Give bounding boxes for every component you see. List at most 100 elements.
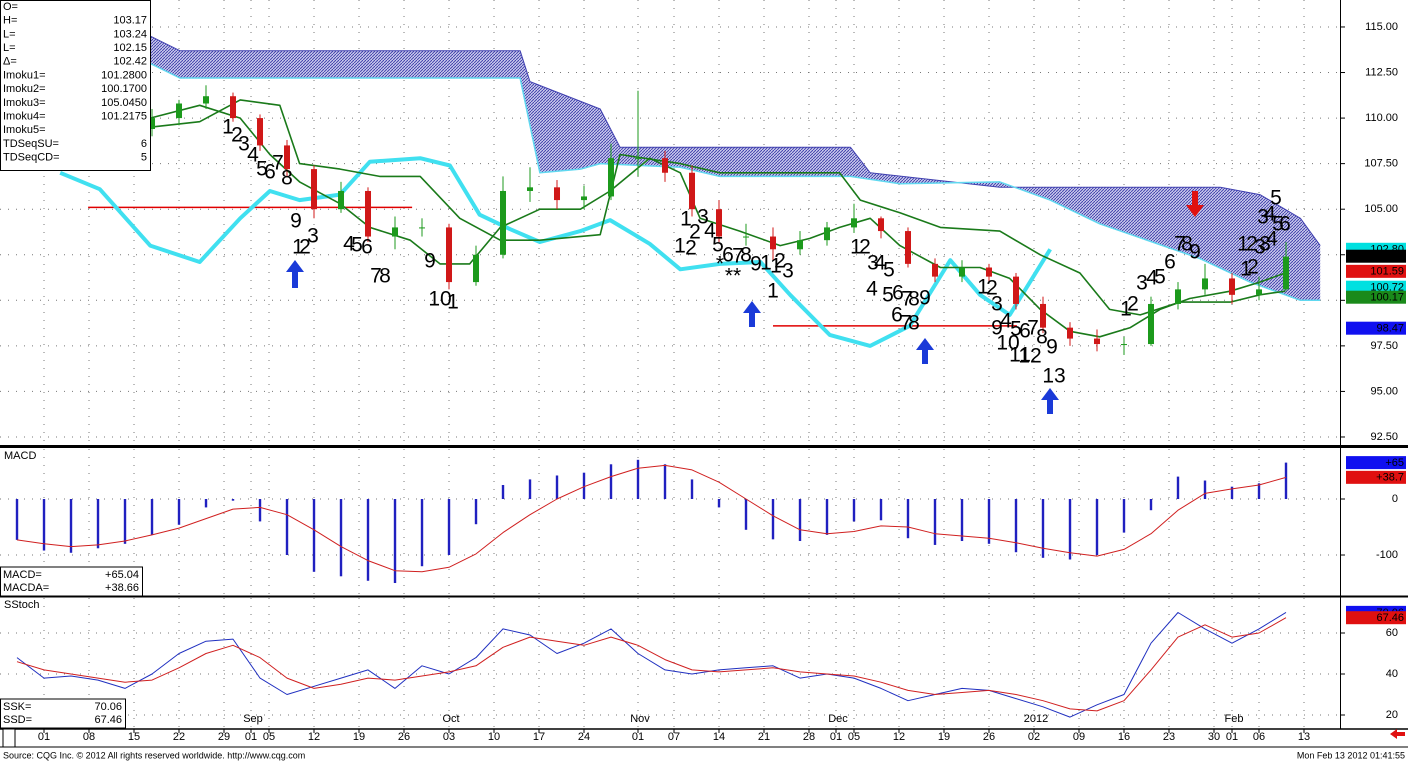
scroll-handle[interactable]	[2, 728, 16, 748]
td-count-label: 1	[770, 255, 782, 278]
x-tick-label: 26	[983, 731, 995, 743]
macd-bar	[231, 499, 235, 501]
month-label: Oct	[442, 713, 459, 725]
td-count-label: 6	[892, 282, 904, 305]
macd-bar	[1122, 499, 1126, 533]
macd-bar	[744, 499, 748, 530]
candle-body	[1067, 327, 1074, 339]
candle-body	[1256, 289, 1263, 295]
td-count-label: 6	[1019, 320, 1031, 343]
nav-arrow[interactable]	[1390, 729, 1405, 739]
x-tick-label: 12	[893, 731, 905, 743]
info-label: L=	[3, 42, 16, 54]
last-value-box	[1346, 280, 1406, 294]
macd-bar	[123, 499, 127, 544]
x-tick-label: 16	[1118, 731, 1130, 743]
candle-body	[1094, 338, 1101, 345]
td-count-label: 6	[1279, 213, 1291, 236]
last-value-label: 101.59	[1370, 266, 1404, 278]
y-tick-label: 107.50	[1364, 158, 1398, 170]
macd-bar	[1203, 480, 1207, 500]
td-count-label: 9	[919, 287, 931, 310]
last-value-box	[1346, 470, 1406, 484]
td-count-label: 5	[882, 284, 894, 307]
macd-bar	[96, 499, 100, 549]
indicator-line	[59, 156, 1052, 348]
y-tick-label: 115.00	[1365, 21, 1398, 33]
candle-body	[635, 158, 642, 160]
info-value: 100.1700	[101, 83, 147, 95]
td-count-label: 9	[1189, 241, 1201, 264]
legend-label: SSD=	[3, 714, 32, 726]
td-count-label: 1	[850, 236, 862, 259]
x-tick-label: 01	[830, 731, 842, 743]
info-value: 103.24	[113, 28, 147, 40]
candle-body	[257, 118, 264, 146]
td-count-label: 1	[977, 276, 989, 299]
x-tick-label: 07	[668, 731, 680, 743]
x-tick-label: 22	[173, 731, 185, 743]
macd-bar	[150, 499, 154, 535]
macd-bar	[636, 459, 640, 500]
candle-body	[878, 218, 885, 232]
macd-bar	[879, 499, 883, 521]
info-label: L=	[3, 28, 16, 40]
macd-bar	[933, 499, 937, 545]
macd-bar	[1149, 499, 1153, 511]
candle-body	[716, 209, 723, 237]
macd-bar	[1284, 462, 1288, 500]
td-count-label: 6	[722, 244, 734, 267]
candle-body	[338, 190, 345, 210]
info-value: 102.42	[113, 56, 147, 68]
y-tick-label: 97.50	[1370, 340, 1398, 352]
macd-bar	[1176, 476, 1180, 500]
y-tick-label: 110.00	[1365, 112, 1398, 124]
y-tick-label: 0	[1392, 493, 1398, 505]
macd-bar	[204, 499, 208, 508]
month-label: 2012	[1024, 713, 1048, 725]
info-label: Imoku3=	[3, 97, 46, 109]
info-label: H=	[3, 15, 17, 27]
info-value: 103.17	[113, 15, 147, 27]
x-tick-label: 17	[533, 731, 545, 743]
td-count-label: 6	[1164, 251, 1176, 274]
td-count-label: 2	[231, 124, 243, 147]
last-value-label: 98.47	[1376, 323, 1404, 335]
macd-bar	[771, 499, 775, 540]
td-count-label: 5	[1154, 266, 1166, 289]
info-label: Imoku2=	[3, 83, 46, 95]
td-count-label: 5	[712, 234, 724, 257]
x-tick-label: 24	[578, 731, 590, 743]
macd-bar	[717, 499, 721, 508]
info-value: 101.2175	[101, 111, 147, 123]
td-count-label: 8	[1181, 233, 1193, 256]
td-count-label: 1	[1237, 233, 1249, 256]
candle-body	[392, 227, 399, 237]
td-count-label: 4	[866, 278, 878, 301]
td-count-label: 6	[361, 236, 373, 259]
td-count-label: 1	[1240, 258, 1252, 281]
x-tick-label: 28	[803, 731, 815, 743]
x-tick-label: 02	[1028, 731, 1040, 743]
info-label: Δ=	[3, 56, 17, 68]
td-count-label: 10	[996, 332, 1019, 355]
td-count-label: 4	[1146, 267, 1158, 290]
td-count-label: 7	[370, 265, 382, 288]
last-value-box	[1346, 321, 1406, 335]
candle-body	[176, 103, 183, 119]
candle-body	[932, 263, 939, 277]
macd-bar	[690, 479, 694, 500]
legend-value: +38.66	[105, 582, 139, 594]
x-tick-label: 26	[398, 731, 410, 743]
candle-body	[959, 267, 966, 277]
td-count-label: 3	[1257, 206, 1269, 229]
indicator-line	[149, 104, 1286, 338]
candle-body	[689, 172, 696, 210]
x-tick-label: 19	[938, 731, 950, 743]
macd-bar	[312, 499, 316, 572]
macd-bar	[609, 464, 613, 500]
td-count-label: 1	[292, 236, 304, 259]
td-count-label: 8	[908, 288, 920, 311]
td-count-label: 5	[1010, 318, 1022, 341]
